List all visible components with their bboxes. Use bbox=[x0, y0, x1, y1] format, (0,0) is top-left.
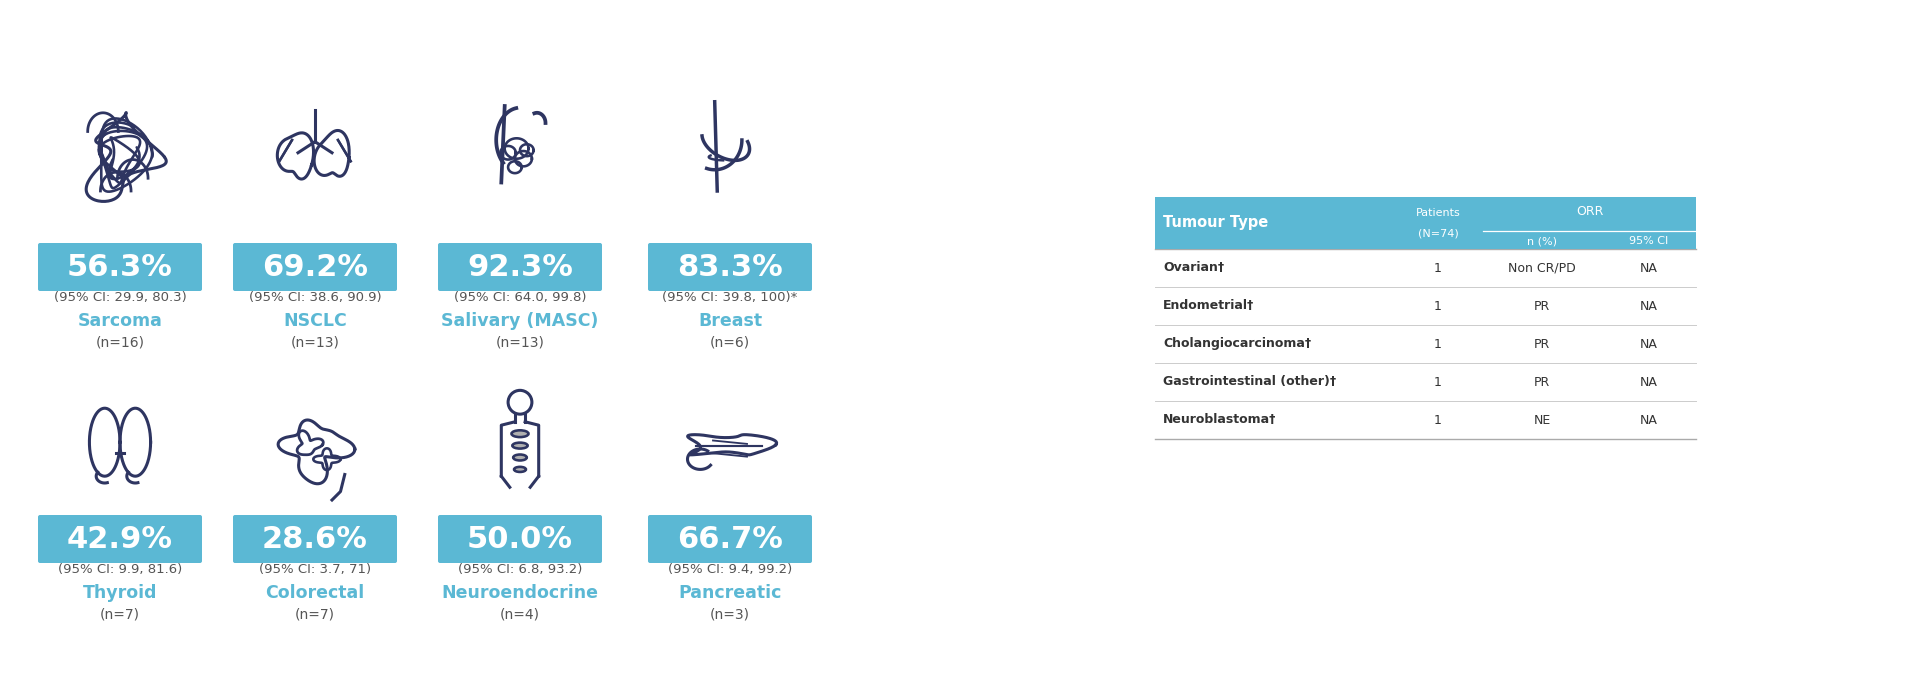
Text: Breast: Breast bbox=[699, 312, 762, 330]
FancyBboxPatch shape bbox=[232, 515, 397, 563]
FancyBboxPatch shape bbox=[232, 243, 397, 291]
Text: 1: 1 bbox=[1434, 414, 1442, 427]
Text: (95% CI: 29.9, 80.3): (95% CI: 29.9, 80.3) bbox=[54, 291, 186, 304]
FancyBboxPatch shape bbox=[438, 243, 603, 291]
Text: 1: 1 bbox=[1434, 376, 1442, 389]
Text: Non CR/PD: Non CR/PD bbox=[1507, 262, 1576, 275]
Text: (n=6): (n=6) bbox=[710, 335, 751, 349]
Text: 42.9%: 42.9% bbox=[67, 524, 173, 554]
Text: (n=13): (n=13) bbox=[495, 335, 545, 349]
Text: 95% CI: 95% CI bbox=[1628, 236, 1668, 246]
Text: (n=16): (n=16) bbox=[96, 335, 144, 349]
Text: 92.3%: 92.3% bbox=[467, 253, 572, 282]
Text: Tumour Type: Tumour Type bbox=[1164, 216, 1269, 231]
Text: (95% CI: 39.8, 100)*: (95% CI: 39.8, 100)* bbox=[662, 291, 797, 304]
Text: NA: NA bbox=[1640, 262, 1657, 275]
Text: 66.7%: 66.7% bbox=[678, 524, 783, 554]
Text: (95% CI: 6.8, 93.2): (95% CI: 6.8, 93.2) bbox=[457, 563, 582, 576]
FancyBboxPatch shape bbox=[649, 243, 812, 291]
Text: (95% CI: 3.7, 71): (95% CI: 3.7, 71) bbox=[259, 563, 371, 576]
Text: NE: NE bbox=[1534, 414, 1551, 427]
Text: (n=7): (n=7) bbox=[100, 607, 140, 621]
Text: Pancreatic: Pancreatic bbox=[678, 584, 781, 602]
Text: 56.3%: 56.3% bbox=[67, 253, 173, 282]
Text: (N=74): (N=74) bbox=[1417, 228, 1459, 238]
Text: Cholangiocarcinoma†: Cholangiocarcinoma† bbox=[1164, 337, 1311, 350]
Text: NSCLC: NSCLC bbox=[282, 312, 348, 330]
Text: ORR: ORR bbox=[1576, 205, 1603, 218]
FancyBboxPatch shape bbox=[38, 243, 202, 291]
Text: 1: 1 bbox=[1434, 300, 1442, 313]
Text: PR: PR bbox=[1534, 300, 1549, 313]
Text: NA: NA bbox=[1640, 337, 1657, 350]
Text: 1: 1 bbox=[1434, 337, 1442, 350]
Text: (n=13): (n=13) bbox=[290, 335, 340, 349]
Text: Colorectal: Colorectal bbox=[265, 584, 365, 602]
Text: 1: 1 bbox=[1434, 262, 1442, 275]
Ellipse shape bbox=[511, 430, 528, 437]
Text: (n=3): (n=3) bbox=[710, 607, 751, 621]
FancyBboxPatch shape bbox=[1156, 197, 1695, 249]
Text: Endometrial†: Endometrial† bbox=[1164, 300, 1254, 313]
Text: (95% CI: 64.0, 99.8): (95% CI: 64.0, 99.8) bbox=[453, 291, 586, 304]
Text: PR: PR bbox=[1534, 376, 1549, 389]
Ellipse shape bbox=[513, 455, 526, 460]
Text: (95% CI: 9.4, 99.2): (95% CI: 9.4, 99.2) bbox=[668, 563, 793, 576]
Text: Neuroendocrine: Neuroendocrine bbox=[442, 584, 599, 602]
Text: NA: NA bbox=[1640, 376, 1657, 389]
Text: (95% CI: 38.6, 90.9): (95% CI: 38.6, 90.9) bbox=[250, 291, 382, 304]
Text: Patients: Patients bbox=[1415, 207, 1461, 218]
Ellipse shape bbox=[515, 467, 526, 472]
Text: PR: PR bbox=[1534, 337, 1549, 350]
Text: Ovarian†: Ovarian† bbox=[1164, 262, 1225, 275]
Text: NA: NA bbox=[1640, 414, 1657, 427]
Ellipse shape bbox=[513, 442, 528, 449]
Text: (n=7): (n=7) bbox=[296, 607, 334, 621]
Text: n (%): n (%) bbox=[1526, 236, 1557, 246]
Text: Thyroid: Thyroid bbox=[83, 584, 157, 602]
FancyBboxPatch shape bbox=[38, 515, 202, 563]
Text: 28.6%: 28.6% bbox=[261, 524, 369, 554]
Text: Salivary (MASC): Salivary (MASC) bbox=[442, 312, 599, 330]
Text: Sarcoma: Sarcoma bbox=[77, 312, 163, 330]
Text: (95% CI: 9.9, 81.6): (95% CI: 9.9, 81.6) bbox=[58, 563, 182, 576]
FancyBboxPatch shape bbox=[649, 515, 812, 563]
Text: 50.0%: 50.0% bbox=[467, 524, 572, 554]
FancyBboxPatch shape bbox=[438, 515, 603, 563]
Text: 69.2%: 69.2% bbox=[261, 253, 369, 282]
Text: Gastrointestinal (other)†: Gastrointestinal (other)† bbox=[1164, 376, 1336, 389]
Text: (n=4): (n=4) bbox=[499, 607, 540, 621]
Text: Neuroblastoma†: Neuroblastoma† bbox=[1164, 414, 1277, 427]
Text: 83.3%: 83.3% bbox=[678, 253, 783, 282]
Text: NA: NA bbox=[1640, 300, 1657, 313]
